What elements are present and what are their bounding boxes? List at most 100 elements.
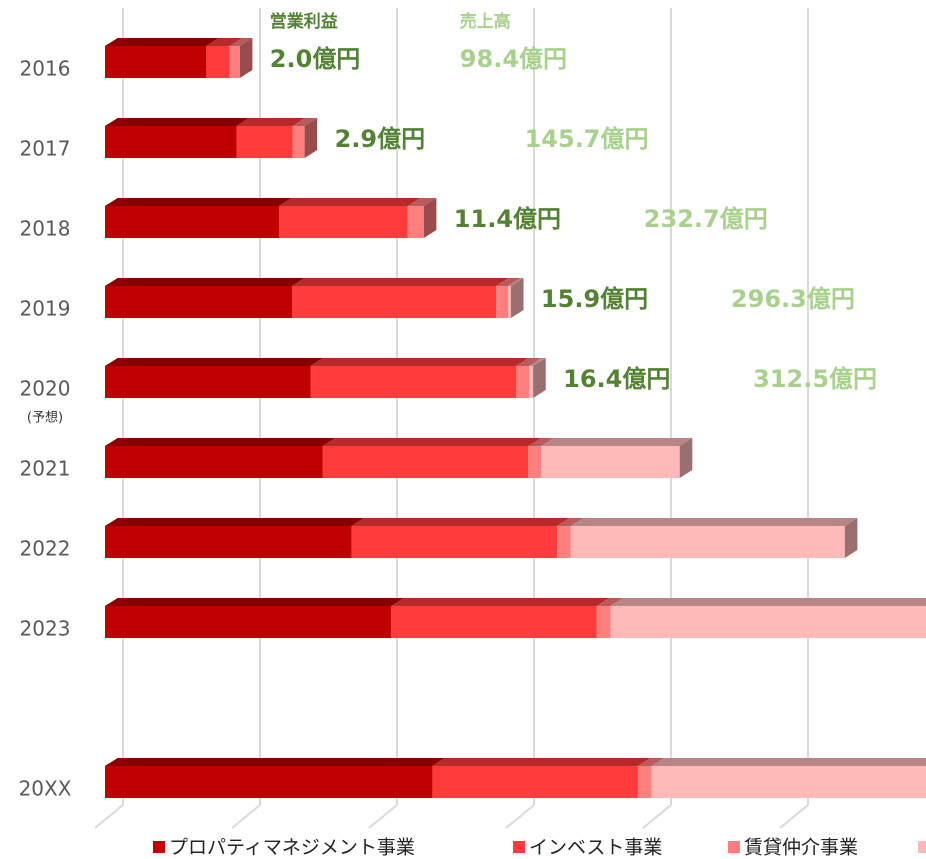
bar [105,606,392,638]
bar-top [541,438,693,446]
bar-side [304,118,318,158]
sales-label: 312.5億円 [753,365,877,393]
bar-top [432,758,651,766]
bar-top [651,758,926,766]
sales-header: 売上高 [460,11,511,32]
bar [278,206,408,238]
bar-top [105,118,250,126]
bar-top [610,598,926,606]
bar-top [557,518,584,526]
bar [105,126,237,158]
bar [541,446,680,478]
y-tick-label: 2018 [20,217,71,241]
y-tick-label: 2020 [20,377,71,401]
bar-top [105,518,365,526]
grid-floor [505,804,535,829]
y-tick-label: 2023 [20,617,71,641]
bar [105,286,293,318]
y-tick-label: 2016 [20,57,71,81]
bar-top [596,598,624,606]
bar-top [351,518,570,526]
bar [105,526,352,558]
bar-top [229,38,253,46]
bar [292,126,305,158]
bar [105,366,311,398]
legend-label: 賃貸仲介事業 [744,837,858,859]
bar-side [510,278,524,318]
category-note: (予想) [27,410,63,426]
bar [105,46,207,78]
bar [529,366,534,398]
grid-floor [642,804,672,829]
bar [407,206,424,238]
bar-top [637,758,665,766]
y-tick-label: 2021 [20,457,71,481]
bar-top [570,518,858,526]
bar-side [679,438,693,478]
bar [206,46,230,78]
sales-label: 98.4億円 [460,45,567,73]
legend-swatch [918,841,926,853]
bar-top [105,38,219,46]
profit-header: 営業利益 [270,11,338,32]
grid-floor [231,804,261,829]
bar [651,766,926,798]
grid-floor [368,804,398,829]
bar-top [407,198,437,206]
bar-side [423,198,437,238]
legend-label: インベスト事業 [529,837,662,859]
bar-top [105,198,292,206]
bar [570,526,845,558]
bar [557,526,571,558]
bar-top [105,358,324,366]
legend-label: プロパティマネジメント事業 [169,837,415,859]
profit-label: 11.4億円 [454,205,561,233]
bar [596,606,611,638]
bar [432,766,638,798]
bar-side [533,358,546,398]
y-tick-label: 20XX [19,777,72,801]
bar-top [105,278,305,286]
sales-label: 232.7億円 [644,205,768,233]
bar-top [516,358,542,366]
bar-top [292,118,318,126]
profit-label: 15.9億円 [541,285,648,313]
bar-top [391,598,610,606]
bar [236,126,293,158]
bar [105,766,433,798]
bar-top [496,278,521,286]
grid-floor [779,804,809,829]
plot [105,38,926,798]
bar [105,446,323,478]
bar [105,206,279,238]
bar-top [529,358,546,366]
bar [322,446,529,478]
legend-swatch [728,841,740,853]
legend-swatch [153,841,165,853]
bar [310,366,516,398]
grid-floor [94,804,124,829]
profit-label: 2.0億円 [270,45,361,73]
bar [610,606,926,638]
bar [528,446,542,478]
bar-top [292,278,509,286]
bar [516,366,530,398]
bar-top [278,198,421,206]
bar-top [528,438,554,446]
bar-top [236,118,306,126]
profit-label: 16.4億円 [563,365,670,393]
bar-top [508,278,524,286]
bar [496,286,509,318]
y-tick-label: 2017 [20,137,71,161]
bar [391,606,597,638]
bar [292,286,497,318]
y-tick-label: 2019 [20,297,71,321]
bar [637,766,652,798]
legend-swatch [513,841,525,853]
profit-label: 2.9億円 [335,125,426,153]
bar-top [105,758,446,766]
bar [508,286,511,318]
bar-top [310,358,529,366]
y-tick-label: 2022 [20,537,71,561]
